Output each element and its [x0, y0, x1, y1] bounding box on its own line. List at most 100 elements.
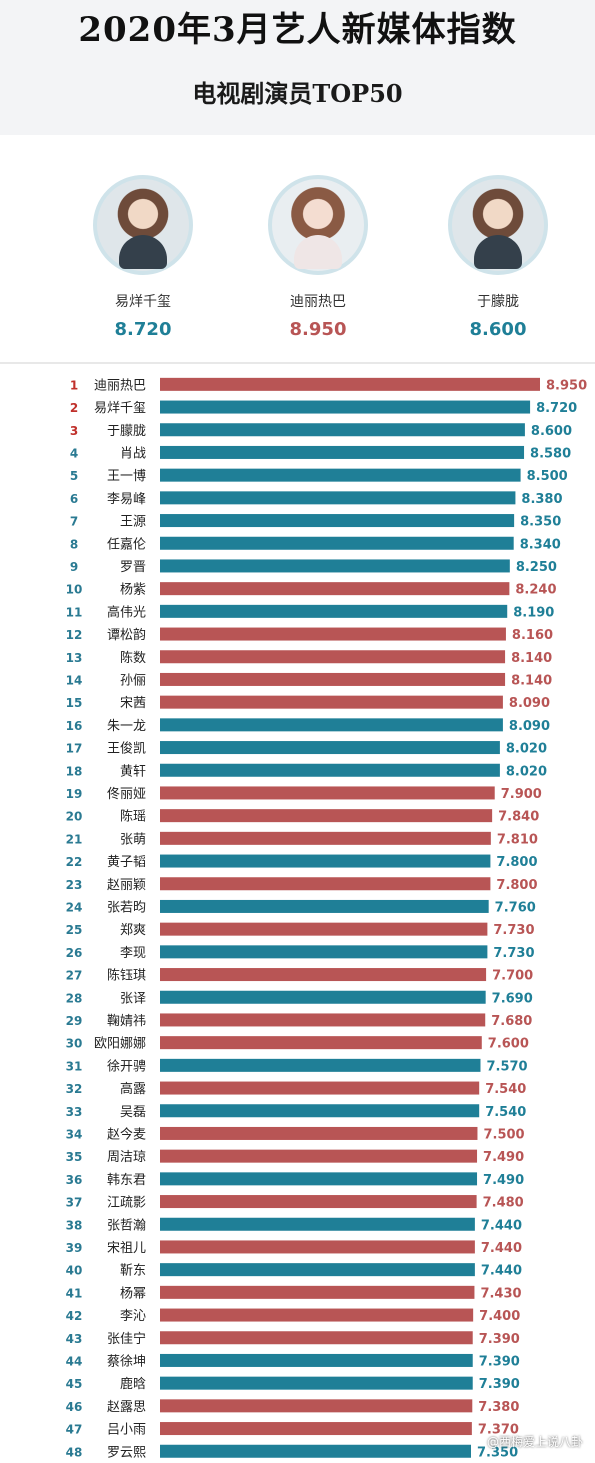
rank-label: 20: [66, 810, 83, 824]
value-label: 7.690: [492, 991, 533, 1006]
rank-label: 41: [66, 1286, 83, 1300]
bar: [160, 650, 506, 664]
rank-label: 6: [70, 492, 78, 506]
bar: [160, 1149, 478, 1163]
category-label: 张哲瀚: [107, 1218, 146, 1233]
rank-label: 16: [66, 719, 83, 733]
value-label: 8.380: [521, 492, 562, 507]
watermark: @西梅爱上说八卦: [486, 1435, 583, 1449]
bar: [160, 786, 495, 800]
category-label: 郑爽: [120, 923, 146, 938]
category-label: 易烊千玺: [94, 401, 146, 416]
avatar: [448, 175, 548, 275]
category-label: 高露: [120, 1081, 146, 1097]
top3-podium: 易烊千玺 8.720 迪丽热巴 8.950 于朦胧 8.600: [0, 135, 595, 363]
value-label: 7.390: [479, 1332, 520, 1347]
category-label: 赵丽颖: [107, 878, 146, 893]
category-label: 高伟光: [107, 604, 146, 620]
category-label: 江疏影: [107, 1196, 146, 1211]
value-label: 7.730: [493, 946, 534, 961]
category-label: 李易峰: [107, 492, 146, 507]
value-label: 8.350: [520, 515, 561, 530]
rank-label: 12: [66, 628, 83, 642]
rank-label: 25: [66, 923, 83, 937]
bar: [160, 1058, 481, 1072]
category-label: 陈钰琪: [107, 968, 146, 984]
value-label: 7.800: [496, 855, 537, 870]
rank-label: 29: [66, 1014, 83, 1028]
rank-label: 8: [70, 537, 78, 551]
value-label: 7.480: [483, 1196, 524, 1211]
value-label: 7.540: [485, 1105, 526, 1120]
category-label: 杨紫: [120, 583, 146, 598]
category-label: 鞠婧祎: [107, 1014, 146, 1029]
bar: [160, 1240, 475, 1254]
rank-label: 34: [66, 1127, 83, 1141]
page-title: 2020年3月艺人新媒体指数: [78, 10, 517, 50]
rank-label: 9: [70, 560, 78, 574]
rank-label: 11: [66, 605, 83, 619]
bar: [160, 604, 508, 618]
rank-label: 7: [70, 515, 78, 529]
rank-label: 23: [66, 878, 83, 892]
rank-label: 13: [66, 651, 83, 665]
value-label: 8.950: [546, 378, 587, 393]
category-label: 赵露思: [107, 1400, 146, 1415]
bar: [160, 1353, 473, 1367]
category-label: 杨幂: [120, 1286, 146, 1301]
bar: [160, 423, 525, 437]
rank-label: 18: [66, 764, 83, 778]
bar: [160, 1399, 473, 1413]
value-label: 7.730: [493, 923, 534, 938]
value-label: 7.840: [498, 810, 539, 825]
value-label: 8.090: [509, 696, 550, 711]
category-label: 张若昀: [107, 899, 146, 915]
bar: [160, 899, 489, 913]
value-label: 8.020: [506, 742, 547, 757]
value-label: 7.370: [478, 1423, 519, 1438]
bar: [160, 854, 491, 868]
value-label: 8.500: [527, 469, 568, 484]
category-label: 徐开骋: [107, 1059, 146, 1074]
top3-first: 迪丽热巴 8.950: [238, 175, 398, 340]
value-label: 8.600: [531, 424, 572, 439]
bar: [160, 1217, 475, 1231]
category-label: 王一博: [107, 469, 146, 484]
value-label: 7.350: [477, 1445, 518, 1460]
bar: [160, 1013, 486, 1027]
bar: [160, 627, 506, 641]
category-label: 宋茜: [120, 696, 146, 711]
value-label: 7.380: [478, 1400, 519, 1415]
value-label: 8.240: [515, 583, 556, 598]
top3-name: 于朦胧: [477, 294, 519, 310]
rank-label: 39: [66, 1241, 83, 1255]
bar: [160, 1036, 482, 1050]
value-label: 7.390: [479, 1377, 520, 1392]
rank-label: 30: [66, 1037, 83, 1051]
bar: [160, 990, 486, 1004]
category-label: 李沁: [120, 1309, 146, 1324]
bar: [160, 468, 521, 482]
top3-name: 易烊千玺: [115, 294, 171, 310]
bar: [160, 582, 510, 596]
category-label: 王俊凯: [107, 742, 146, 757]
category-label: 靳东: [120, 1264, 146, 1279]
category-label: 迪丽热巴: [94, 378, 146, 393]
rank-label: 19: [66, 787, 83, 801]
bar: [160, 718, 503, 732]
rank-label: 46: [66, 1400, 83, 1414]
value-label: 7.600: [488, 1037, 529, 1052]
rank-label: 36: [66, 1173, 83, 1187]
category-label: 赵今麦: [107, 1126, 146, 1142]
value-label: 8.140: [511, 651, 552, 666]
bar: [160, 968, 487, 982]
bar: [160, 1376, 473, 1390]
rank-label: 1: [70, 378, 78, 392]
category-label: 王源: [120, 515, 146, 530]
rank-label: 15: [66, 696, 83, 710]
bar: [160, 514, 515, 528]
value-label: 7.570: [486, 1059, 527, 1074]
value-label: 7.540: [485, 1082, 526, 1097]
category-label: 佟丽娅: [107, 786, 146, 802]
rank-label: 10: [66, 583, 83, 597]
